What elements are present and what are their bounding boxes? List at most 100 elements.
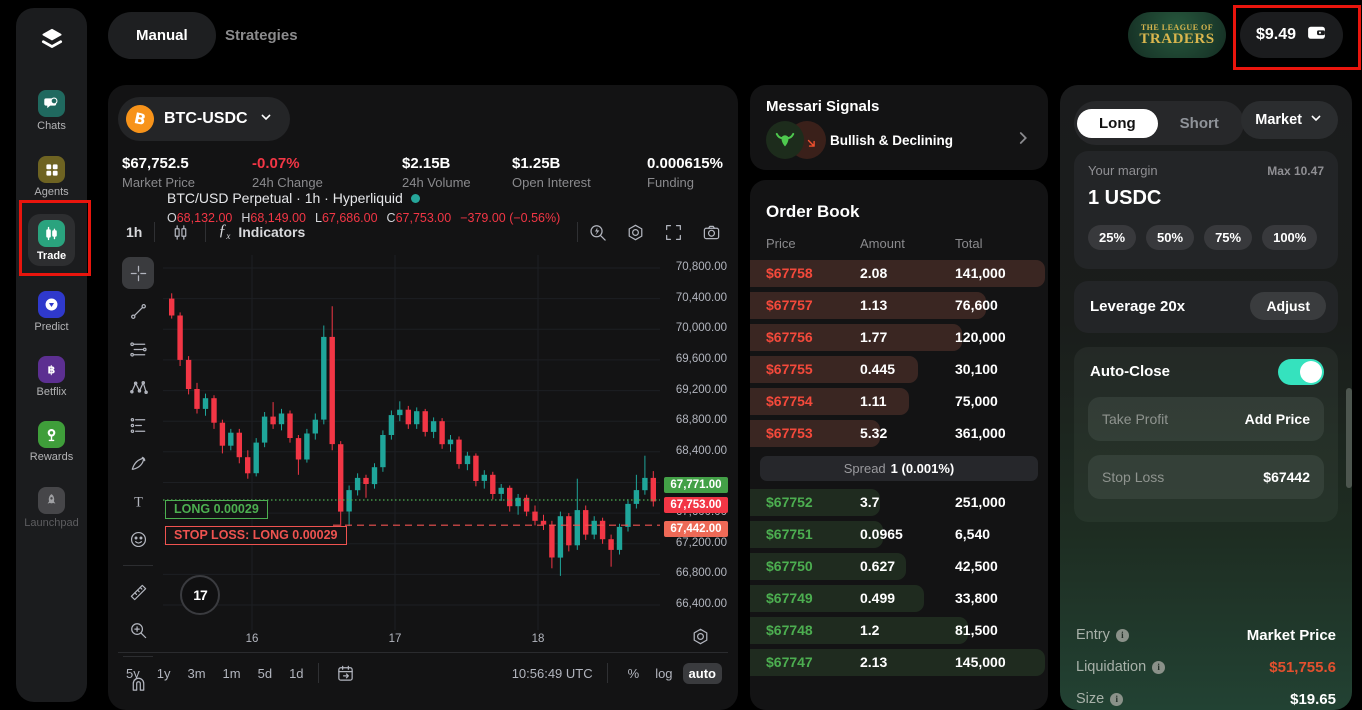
- scale-log[interactable]: log: [655, 665, 673, 681]
- brush-icon[interactable]: [122, 447, 154, 479]
- fullscreen-icon[interactable]: [660, 219, 686, 245]
- magnet-icon[interactable]: [122, 667, 154, 699]
- ask-row[interactable]: $67756 1.77 120,000: [750, 324, 1048, 351]
- summary-liquidation: Liquidation i $51,755.6: [1076, 654, 1336, 680]
- sidebar-item-chats[interactable]: Chats: [16, 90, 87, 132]
- flash-search-icon[interactable]: [584, 219, 610, 245]
- ask-row[interactable]: $67757 1.13 76,600: [750, 292, 1048, 319]
- stop-loss-value[interactable]: $67442: [1263, 469, 1310, 485]
- tab-strategies[interactable]: Strategies: [225, 27, 298, 44]
- margin-input[interactable]: 1 USDC: [1088, 187, 1162, 209]
- sidebar-item-trade[interactable]: Trade: [16, 214, 87, 266]
- range-5d[interactable]: 5d: [257, 665, 273, 681]
- wallet-balance-button[interactable]: $9.49: [1240, 12, 1344, 58]
- signal-row[interactable]: Bullish & Declining: [766, 121, 1032, 159]
- sidebar-item-rewards[interactable]: Rewards: [16, 421, 87, 463]
- tab-short[interactable]: Short: [1179, 114, 1219, 132]
- summary-value: Market Price: [1246, 626, 1336, 644]
- percent-75[interactable]: 75%: [1204, 225, 1253, 250]
- go-to-date-icon[interactable]: [333, 660, 359, 686]
- range-1m[interactable]: 1m: [222, 665, 241, 681]
- sidebar-item-label: Rewards: [29, 451, 74, 463]
- price-scale-settings-icon[interactable]: [691, 627, 710, 651]
- range-5y[interactable]: 5y: [126, 665, 140, 681]
- chart-plot[interactable]: BTC/USD Perpetual · 1h · Hyperliquid O68…: [163, 190, 737, 655]
- interval-button[interactable]: 1h: [126, 224, 143, 240]
- ask-row[interactable]: $67755 0.445 30,100: [750, 356, 1048, 383]
- total-cell: 76,600: [955, 297, 998, 313]
- stop-loss-label[interactable]: STOP LOSS: LONG 0.00029: [165, 526, 347, 545]
- sidebar-item-predict[interactable]: Predict: [16, 291, 87, 333]
- margin-max[interactable]: Max 10.47: [1267, 163, 1324, 178]
- tab-long[interactable]: Long: [1077, 108, 1158, 138]
- summary-size: Size i $19.65: [1076, 686, 1336, 710]
- bid-row[interactable]: $67748 1.2 81,500: [750, 617, 1048, 644]
- trade-panel: Long Short Market Your margin Max 10.47 …: [1060, 85, 1352, 710]
- amount-cell: 1.2: [860, 622, 880, 638]
- percent-25[interactable]: 25%: [1088, 225, 1137, 250]
- percent-50[interactable]: 50%: [1146, 225, 1195, 250]
- stat-value: $67,752.5: [122, 155, 189, 172]
- order-type-dropdown[interactable]: Market: [1241, 101, 1338, 139]
- stat-value: $1.25B: [512, 155, 561, 172]
- settings-nut-icon[interactable]: [622, 219, 648, 245]
- indicators-button[interactable]: Indicators: [238, 224, 306, 240]
- candle-style-button[interactable]: [167, 219, 193, 245]
- info-icon[interactable]: i: [1110, 692, 1124, 706]
- text-tool-icon[interactable]: T: [122, 485, 154, 517]
- balance-amount: $9.49: [1256, 26, 1297, 43]
- tab-manual[interactable]: Manual: [108, 12, 216, 59]
- adjust-leverage-button[interactable]: Adjust: [1250, 292, 1326, 320]
- sidebar-item-betflix[interactable]: ฿ Betflix: [16, 356, 87, 398]
- take-profit-row[interactable]: Take Profit Add Price: [1088, 397, 1324, 441]
- auto-close-toggle[interactable]: [1278, 359, 1324, 385]
- position-tool-icon[interactable]: [122, 409, 154, 441]
- ohlc-H: H68,149.00: [241, 211, 306, 225]
- range-1d[interactable]: 1d: [289, 665, 304, 681]
- range-3m[interactable]: 3m: [187, 665, 206, 681]
- bull-signal-icon: [766, 121, 804, 159]
- sidebar-item-agents[interactable]: Agents: [16, 156, 87, 198]
- pair-selector[interactable]: B BTC-USDC: [118, 97, 290, 141]
- price-axis-label: 69,600.00: [675, 353, 727, 365]
- page-scrollbar[interactable]: [1346, 388, 1352, 488]
- crosshair-icon[interactable]: [122, 257, 154, 289]
- ruler-icon[interactable]: [122, 576, 154, 608]
- info-icon[interactable]: i: [1152, 660, 1166, 674]
- long-position-label[interactable]: LONG 0.00029: [165, 500, 268, 519]
- price-axis-label: 68,800.00: [675, 414, 727, 426]
- sidebar-item-launchpad[interactable]: Launchpad: [16, 487, 87, 529]
- total-cell: 141,000: [955, 265, 1006, 281]
- xabcd-pattern-icon[interactable]: [122, 371, 154, 403]
- ask-row[interactable]: $67754 1.11 75,000: [750, 388, 1048, 415]
- amount-cell: 0.0965: [860, 526, 903, 542]
- camera-icon[interactable]: [698, 219, 724, 245]
- take-profit-value[interactable]: Add Price: [1244, 411, 1310, 427]
- app-logo[interactable]: [16, 26, 87, 52]
- scale-auto[interactable]: auto: [682, 662, 722, 684]
- tradingview-logo[interactable]: 17: [180, 575, 220, 615]
- bid-row[interactable]: $67749 0.499 33,800: [750, 585, 1048, 612]
- price-cell: $67754: [766, 393, 813, 409]
- amount-cell: 0.445: [860, 361, 896, 377]
- scale-%[interactable]: %: [627, 665, 640, 681]
- bid-row[interactable]: $67747 2.13 145,000: [750, 649, 1048, 676]
- zoom-in-icon[interactable]: [122, 614, 154, 646]
- league-of-traders-logo[interactable]: THE LEAGUE OF TRADERS: [1128, 12, 1226, 58]
- range-1y[interactable]: 1y: [156, 665, 171, 681]
- depth-bar: [750, 356, 918, 383]
- bid-row[interactable]: $67752 3.7 251,000: [750, 489, 1048, 516]
- ask-row[interactable]: $67758 2.08 141,000: [750, 260, 1048, 287]
- fib-lines-icon[interactable]: [122, 333, 154, 365]
- bid-row[interactable]: $67751 0.0965 6,540: [750, 521, 1048, 548]
- stop-loss-row[interactable]: Stop Loss $67442: [1088, 455, 1324, 499]
- emoji-icon[interactable]: [122, 523, 154, 555]
- ask-row[interactable]: $67753 5.32 361,000: [750, 420, 1048, 447]
- stop-loss-label: Stop Loss: [1102, 469, 1165, 485]
- clock-utc[interactable]: 10:56:49 UTC: [511, 665, 593, 681]
- bid-row[interactable]: $67750 0.627 42,500: [750, 553, 1048, 580]
- percent-100[interactable]: 100%: [1262, 225, 1318, 250]
- depth-bar: [750, 420, 880, 447]
- info-icon[interactable]: i: [1115, 628, 1129, 642]
- trend-line-icon[interactable]: [122, 295, 154, 327]
